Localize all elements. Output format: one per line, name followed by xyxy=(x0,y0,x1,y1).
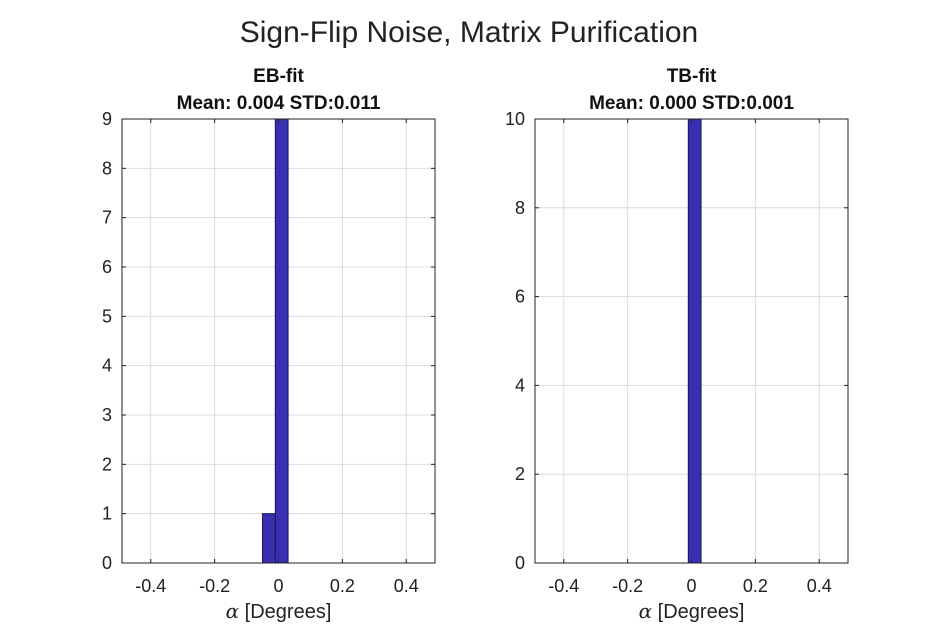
eb-fit-y-tick-label: 1 xyxy=(102,504,112,524)
eb-fit-x-axis-text: [Degrees] xyxy=(239,601,331,623)
tb-fit-x-axis-text: [Degrees] xyxy=(652,601,744,623)
tb-fit-bars xyxy=(687,118,702,564)
eb-fit-y-tick-label: 5 xyxy=(102,306,112,326)
tb-fit-x-tick-label: 0.4 xyxy=(807,576,832,596)
tb-fit-y-tick-label: 6 xyxy=(515,287,525,307)
tb-fit-title: TB-fit xyxy=(667,66,717,87)
eb-fit-histogram-bar xyxy=(274,118,289,564)
eb-fit-y-tick-label: 2 xyxy=(102,454,112,474)
eb-fit-x-tick-label: -0.2 xyxy=(199,576,230,596)
tb-fit-y-tick-label: 8 xyxy=(515,198,525,218)
tb-fit-stats: Mean: 0.000 STD:0.001 xyxy=(589,93,794,114)
eb-fit-y-tick-label: 3 xyxy=(102,405,112,425)
eb-fit-x-tick-label: 0.4 xyxy=(394,576,419,596)
eb-fit-title: EB-fit xyxy=(253,66,304,87)
tb-fit-x-axis-label: α [Degrees] xyxy=(639,599,745,623)
tb-fit-axes xyxy=(534,118,849,564)
eb-fit-y-tick-label: 6 xyxy=(102,257,112,277)
tb-fit-x-axis-symbol: α xyxy=(639,599,653,623)
tb-fit-x-tick-label: 0.2 xyxy=(743,576,768,596)
tb-fit-x-tick-label: -0.4 xyxy=(548,576,579,596)
figure-title: Sign-Flip Noise, Matrix Purification xyxy=(240,16,698,49)
eb-fit-x-tick-label: 0.2 xyxy=(330,576,355,596)
tb-fit-y-tick-label: 0 xyxy=(515,553,525,573)
eb-fit-y-tick-label: 8 xyxy=(102,158,112,178)
eb-fit-histogram: EB-fit Mean: 0.004 STD:0.011 -0.4 -0.2 0 0.… xyxy=(102,66,436,623)
tb-fit-tick-labels: -0.4 -0.2 0 0.2 0.4 0 2 4 6 8 10 xyxy=(505,109,832,596)
tb-fit-x-tick-label: 0 xyxy=(686,576,696,596)
eb-fit-x-axis-symbol: α xyxy=(226,599,240,623)
eb-fit-y-tick-label: 7 xyxy=(102,208,112,228)
eb-fit-stats: Mean: 0.004 STD:0.011 xyxy=(177,93,381,114)
tb-fit-y-tick-label: 4 xyxy=(515,375,525,395)
tb-fit-y-tick-label: 2 xyxy=(515,464,525,484)
eb-fit-x-axis-label: α [Degrees] xyxy=(226,599,332,623)
tb-fit-y-tick-label: 10 xyxy=(505,109,525,129)
eb-fit-bars xyxy=(262,118,289,564)
eb-fit-axes xyxy=(121,118,436,564)
eb-fit-histogram-bar xyxy=(262,513,276,564)
tb-fit-histogram: TB-fit Mean: 0.000 STD:0.001 -0.4 -0.2 0 0.… xyxy=(505,66,849,623)
tb-fit-histogram-bar xyxy=(687,118,702,564)
eb-fit-y-tick-label: 9 xyxy=(102,109,112,129)
tb-fit-x-tick-label: -0.2 xyxy=(612,576,643,596)
eb-fit-y-tick-label: 0 xyxy=(102,553,112,573)
eb-fit-x-tick-label: -0.4 xyxy=(135,576,166,596)
eb-fit-tick-labels: -0.4 -0.2 0 0.2 0.4 0 1 2 3 4 5 6 7 8 9 xyxy=(102,109,419,596)
eb-fit-x-tick-label: 0 xyxy=(273,576,283,596)
eb-fit-y-tick-label: 4 xyxy=(102,356,112,376)
